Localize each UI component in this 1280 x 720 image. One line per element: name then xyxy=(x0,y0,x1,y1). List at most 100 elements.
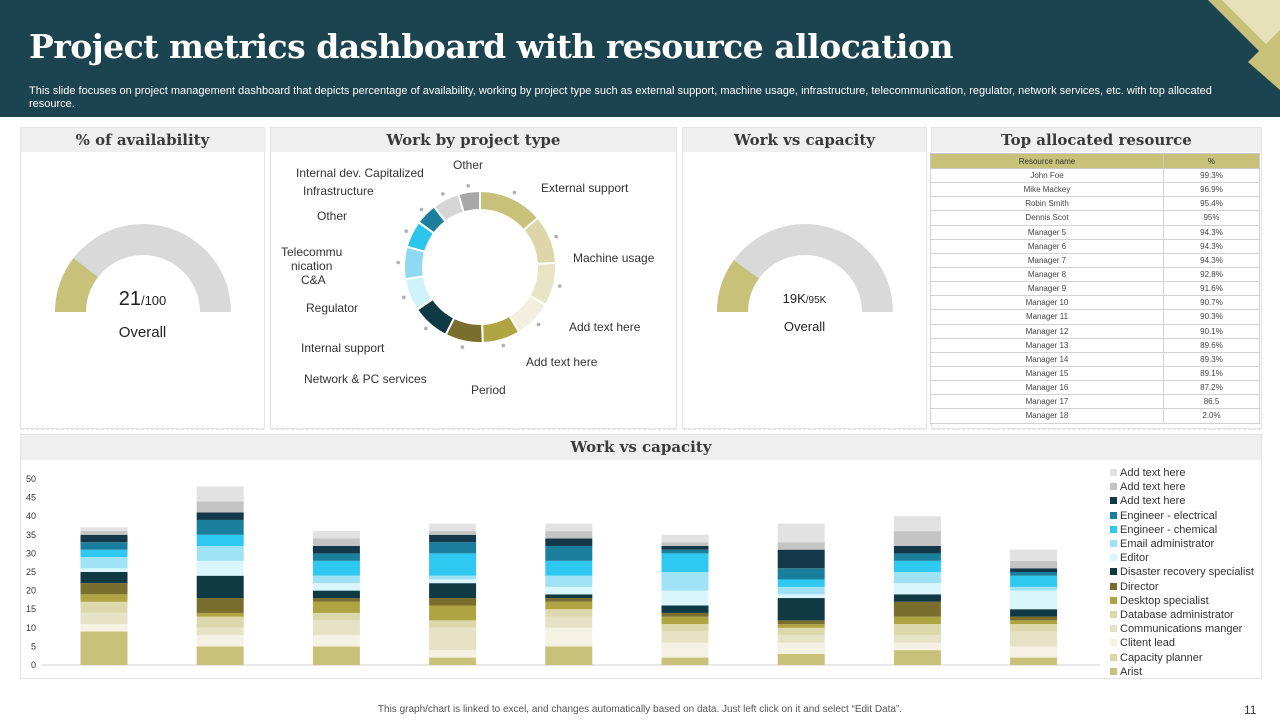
bar-segment xyxy=(661,631,709,643)
bar-segment xyxy=(312,601,360,613)
bar-segment xyxy=(893,560,941,572)
bar-segment xyxy=(80,612,128,625)
donut-leader-dot xyxy=(402,295,406,300)
bar-segment xyxy=(1010,590,1058,610)
bar-segment xyxy=(1010,646,1058,658)
table-row: Manager 9 91.6% xyxy=(930,281,1261,297)
legend-label: Engineer - chemical xyxy=(1120,523,1218,536)
bar-segment xyxy=(196,612,244,617)
label-external-support: External support xyxy=(541,181,629,195)
donut-slice xyxy=(522,216,557,265)
table-row: Robin Smith 95.4% xyxy=(930,196,1261,212)
bar-segment xyxy=(1010,586,1058,591)
resource-percent-cell: 94.3% xyxy=(1162,252,1261,268)
table-row: Manager 15 89.1% xyxy=(930,365,1261,382)
label-other-1: Other xyxy=(317,209,348,223)
label-add-text-2: Add text here xyxy=(526,355,598,369)
resource-name-cell: Manager 5 xyxy=(930,224,1164,240)
legend-swatch xyxy=(1110,511,1117,519)
bar-segment xyxy=(429,523,477,532)
legend-item: Engineer - chemical xyxy=(1110,523,1217,537)
col-percent: % xyxy=(1162,153,1261,169)
bar-segment xyxy=(661,624,709,632)
bar-segment xyxy=(661,545,709,550)
y-tick-label: 30 xyxy=(26,548,36,558)
table-row: Manager 12 90.1% xyxy=(930,323,1261,339)
capacity-panel: Work vs capacity 19K/95K Overall xyxy=(682,127,927,430)
bar-segment xyxy=(196,545,244,561)
bar-segment xyxy=(196,627,244,636)
resource-name-cell: Manager 13 xyxy=(930,337,1164,353)
resource-name-cell: Manager 15 xyxy=(930,365,1164,382)
legend-swatch xyxy=(1110,525,1117,533)
bar-segment xyxy=(661,549,709,554)
bar-segment xyxy=(545,646,593,665)
donut-leader-dot xyxy=(423,326,428,331)
y-tick-label: 45 xyxy=(26,493,36,503)
bar-segment xyxy=(80,624,128,632)
y-tick-label: 25 xyxy=(26,567,36,577)
bar-segment xyxy=(80,594,128,602)
label-network: Network & PC services xyxy=(304,372,427,386)
bar-segment xyxy=(777,627,825,636)
table-row: Manager 16 87.2% xyxy=(930,380,1261,396)
legend-item: Database administrator xyxy=(1110,608,1234,622)
capacity-gauge xyxy=(717,224,893,312)
bar-segment xyxy=(661,572,709,591)
resource-name-cell: Robin Smith xyxy=(930,196,1164,212)
project-type-title: Work by project type xyxy=(271,128,676,152)
legend-swatch xyxy=(1110,497,1117,505)
legend-swatch xyxy=(1110,653,1117,661)
bar-segment xyxy=(545,545,593,561)
legend-label: Editor xyxy=(1120,552,1149,565)
bar-segment xyxy=(1010,572,1058,576)
bar-segment xyxy=(429,579,477,584)
project-type-panel: Work by project type xyxy=(270,127,677,430)
bar-segment xyxy=(80,631,128,665)
legend-swatch xyxy=(1110,639,1117,647)
project-type-donut xyxy=(396,184,562,349)
label-telecom-2: nication xyxy=(291,259,333,273)
legend-label: Capacity planner xyxy=(1120,651,1203,664)
label-telecom-1: Telecommu xyxy=(281,245,343,259)
label-machine-usage: Machine usage xyxy=(573,251,655,265)
availability-label: Overall xyxy=(118,324,167,341)
label-other-2: Other xyxy=(453,158,484,172)
bar-segment xyxy=(312,620,360,636)
bar-segment xyxy=(196,519,244,535)
legend-item: Engineer - electrical xyxy=(1110,509,1217,523)
resource-name-cell: John Foe xyxy=(930,167,1164,184)
bar-segment xyxy=(312,531,360,539)
bar-segment xyxy=(661,542,709,546)
bar-segment xyxy=(196,635,244,647)
resource-name-cell: Manager 10 xyxy=(930,295,1164,311)
y-tick-label: 20 xyxy=(26,586,36,596)
bar-segment xyxy=(545,560,593,576)
gauge-fill xyxy=(717,260,759,312)
label-regulator: Regulator xyxy=(306,301,359,315)
resource-percent-cell: 86.5 xyxy=(1162,394,1261,410)
legend-label: Desktop specialist xyxy=(1120,594,1209,607)
donut-slice xyxy=(457,189,481,214)
capacity-number: 19K xyxy=(782,291,806,306)
bar-segment xyxy=(80,542,128,550)
bar-segment xyxy=(429,531,477,535)
donut-leader-dot xyxy=(419,207,424,212)
y-tick-label: 0 xyxy=(31,660,36,670)
bar-segment xyxy=(661,612,709,617)
bar-segment xyxy=(196,512,244,520)
bar-segment xyxy=(661,605,709,613)
bar-segment xyxy=(777,586,825,595)
resource-percent-cell: 90.3% xyxy=(1162,309,1261,325)
bar-segment xyxy=(777,523,825,543)
table-header-row: Resource name % xyxy=(930,153,1261,169)
label-internal-support: Internal support xyxy=(301,341,385,355)
bar-segment xyxy=(312,612,360,621)
bar-segment xyxy=(80,527,128,532)
y-tick-label: 35 xyxy=(26,530,36,540)
bar-segment xyxy=(661,534,709,543)
legend-item: Editor xyxy=(1110,551,1149,565)
resource-percent-cell: 89.3% xyxy=(1162,351,1261,367)
bar-segment xyxy=(429,575,477,580)
bar-segment xyxy=(661,553,709,572)
